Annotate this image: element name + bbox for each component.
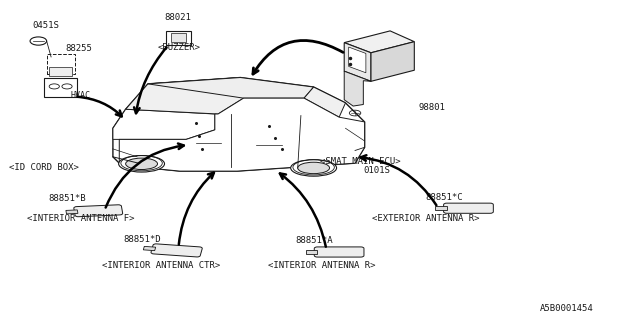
Bar [143,246,156,251]
Polygon shape [148,77,314,98]
Bar [306,250,317,254]
Bar [47,54,75,74]
Text: 0101S: 0101S [364,166,390,175]
Text: 88255: 88255 [65,44,92,52]
Text: 0451S: 0451S [32,21,59,30]
Bar [435,206,447,210]
Polygon shape [344,43,371,81]
Text: <ID CORD BOX>: <ID CORD BOX> [9,163,79,172]
Text: A5B0001454: A5B0001454 [540,304,593,313]
Polygon shape [349,47,366,73]
Text: 88021: 88021 [164,13,191,22]
FancyBboxPatch shape [151,244,202,257]
Text: <SMAT MAIN ECU>: <SMAT MAIN ECU> [320,157,401,166]
Bar [44,78,77,97]
Polygon shape [113,77,365,171]
Polygon shape [119,98,365,171]
Bar [66,210,78,214]
Text: <EXTERIOR ANTENNA R>: <EXTERIOR ANTENNA R> [372,214,480,223]
Bar [166,31,191,45]
FancyBboxPatch shape [444,203,493,213]
Polygon shape [125,77,244,114]
Text: 88851*B: 88851*B [48,194,86,203]
Polygon shape [304,87,346,117]
Text: 88851*A: 88851*A [296,236,333,245]
Bar [171,33,186,42]
FancyBboxPatch shape [314,247,364,257]
FancyBboxPatch shape [74,205,123,217]
Text: <INTERIOR ANTENNA F>: <INTERIOR ANTENNA F> [27,214,134,223]
Polygon shape [113,109,215,140]
Text: <INTERIOR ANTENNA CTR>: <INTERIOR ANTENNA CTR> [102,261,220,270]
Text: <INTERIOR ANTENNA R>: <INTERIOR ANTENNA R> [268,261,375,270]
Ellipse shape [291,160,337,176]
Ellipse shape [298,162,330,174]
Text: 98801: 98801 [419,103,445,112]
Bar [49,67,72,76]
Polygon shape [371,42,414,81]
Ellipse shape [118,156,164,172]
Text: 88851*D: 88851*D [124,236,161,244]
Text: HVAC: HVAC [70,91,90,100]
Text: 88851*C: 88851*C [425,193,463,202]
Ellipse shape [125,158,157,170]
Polygon shape [344,71,371,106]
Text: <BUZZER>: <BUZZER> [157,43,200,52]
Polygon shape [344,31,414,53]
